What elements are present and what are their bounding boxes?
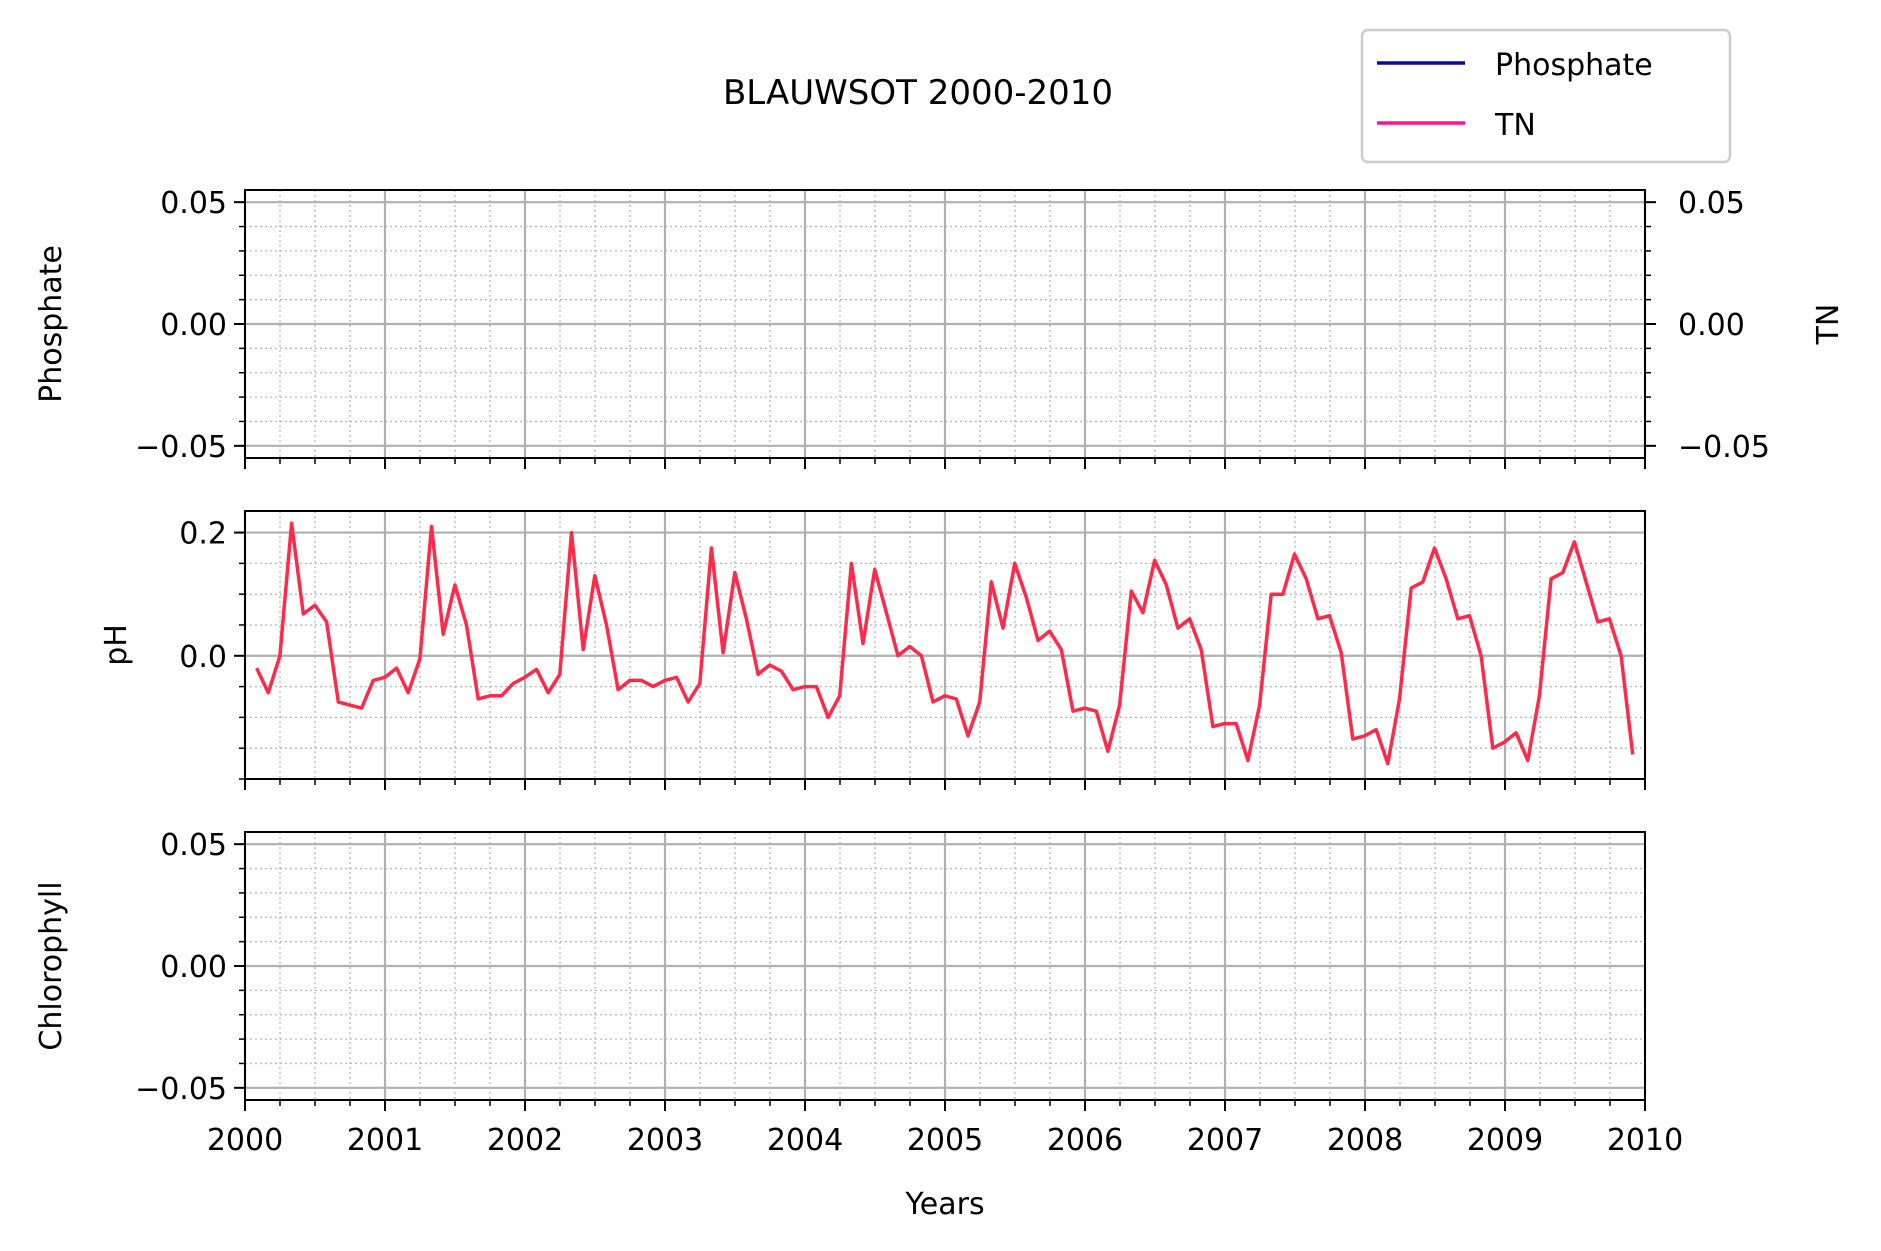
y-tick-label: −0.05 — [135, 430, 227, 465]
x-tick-label: 2008 — [1327, 1123, 1403, 1158]
series-line-ph — [255, 521, 1635, 766]
y-tick-label: 0.00 — [160, 950, 227, 985]
y-tick-label: 0.05 — [160, 828, 227, 863]
y-tick-label: −0.05 — [135, 1072, 227, 1107]
x-tick-label: 2004 — [767, 1123, 843, 1158]
x-axis-label: Years — [904, 1187, 984, 1222]
x-tick-labels: 2000 2001 2002 2003 2004 2005 2006 2007 2008 2009… — [207, 1123, 1683, 1158]
x-tick-label: 2000 — [207, 1123, 283, 1158]
ylabel-tn: TN — [1811, 304, 1846, 346]
y-tick-label: 0.0 — [179, 640, 227, 675]
y-tick-label-right: −0.05 — [1678, 430, 1770, 465]
ylabel-ph: pH — [99, 624, 134, 666]
legend: Phosphate TN — [1360, 28, 1732, 164]
ylabel-phosphate: Phosphate — [34, 245, 69, 403]
x-tick-label: 2006 — [1047, 1123, 1123, 1158]
panel-ph: 0.2 0.0 pH — [99, 510, 1647, 790]
y-tick-label-right: 0.00 — [1678, 308, 1745, 343]
panel-chlorophyll: 0.05 0.00 −0.05 Chlorophyll — [34, 828, 1647, 1111]
x-tick-label: 2009 — [1467, 1123, 1543, 1158]
y-tick-label: 0.05 — [160, 186, 227, 221]
y-tick-label: 0.2 — [179, 517, 227, 552]
x-tick-label: 2007 — [1187, 1123, 1263, 1158]
y-tick-label: 0.00 — [160, 308, 227, 343]
chart-title: BLAUWSOT 2000-2010 — [723, 73, 1113, 113]
panel-phosphate: 0.05 0.05 0.00 0.00 −0.05 −0.05 Phosphate TN — [34, 186, 1846, 469]
x-tick-label: 2003 — [627, 1123, 703, 1158]
x-tick-label: 2005 — [907, 1123, 983, 1158]
x-tick-label: 2010 — [1607, 1123, 1683, 1158]
ylabel-chlorophyll: Chlorophyll — [34, 881, 69, 1050]
x-tick-label: 2002 — [487, 1123, 563, 1158]
y-tick-label-right: 0.05 — [1678, 186, 1745, 221]
x-tick-label: 2001 — [347, 1123, 423, 1158]
legend-label-tn: TN — [1494, 108, 1536, 143]
legend-label-phosphate: Phosphate — [1495, 48, 1653, 83]
